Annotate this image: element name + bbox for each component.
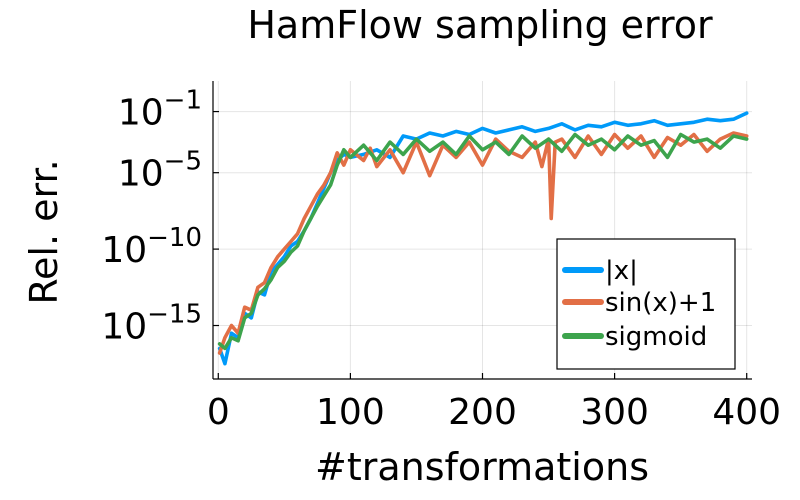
x-tick-label: 0 xyxy=(207,392,230,433)
y-tick-exponent: −10 xyxy=(147,223,202,253)
series-line-1 xyxy=(217,131,749,355)
y-tick-label: 10−1 xyxy=(118,86,202,134)
x-axis-label: #transformations xyxy=(315,445,649,489)
legend: |x|sin(x)+1 sigmoid xyxy=(556,238,736,370)
y-tick-label: 10−15 xyxy=(101,300,202,348)
y-tick-exponent: −5 xyxy=(164,147,202,177)
y-tick-exponent: −1 xyxy=(164,86,202,116)
y-tick-base: 10 xyxy=(101,307,147,348)
series-layer xyxy=(217,111,749,366)
y-tick-base: 10 xyxy=(118,93,164,134)
legend-label-2: sigmoid xyxy=(605,322,707,352)
chart-title: HamFlow sampling error xyxy=(247,3,713,47)
y-tick-label: 10−10 xyxy=(101,223,202,271)
x-tick-label: 100 xyxy=(316,392,385,433)
y-tick-base: 10 xyxy=(118,154,164,195)
legend-label-1: sin(x)+1 xyxy=(605,288,716,318)
y-axis-label: Rel. err. xyxy=(22,159,66,304)
y-tick-label: 10−5 xyxy=(118,147,202,195)
x-tick-label: 400 xyxy=(712,392,781,433)
x-tick-label: 300 xyxy=(580,392,649,433)
x-tick-label: 200 xyxy=(448,392,517,433)
legend-label-0: |x| xyxy=(605,256,638,286)
series-line-2 xyxy=(217,132,749,351)
y-tick-base: 10 xyxy=(101,230,147,271)
y-tick-exponent: −15 xyxy=(147,300,202,330)
